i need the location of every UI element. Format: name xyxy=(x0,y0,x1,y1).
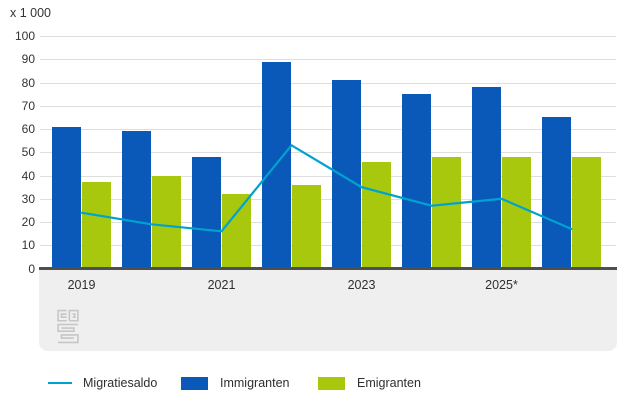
bar-emigranten xyxy=(572,156,601,269)
legend-item-migratiesaldo: Migratiesaldo xyxy=(48,374,157,392)
x-axis-line xyxy=(39,266,617,270)
x-tick-label: 2023 xyxy=(347,278,376,292)
bar-emigranten xyxy=(82,182,111,269)
legend-swatch-migratiesaldo xyxy=(48,381,72,385)
y-tick-label: 60 xyxy=(21,122,35,136)
y-tick-label: 0 xyxy=(28,261,35,276)
gridline xyxy=(40,245,616,247)
y-tick-label: 80 xyxy=(21,75,35,90)
y-tick-label: 50 xyxy=(21,145,35,160)
gridline xyxy=(40,105,616,107)
legend-label: Immigranten xyxy=(220,376,290,390)
bar-immigranten xyxy=(332,80,361,269)
bar-emigranten xyxy=(362,161,391,269)
x-tick-label: 2025* xyxy=(485,278,518,292)
legend-item-emigranten: Emigranten xyxy=(318,374,421,392)
bar-immigranten xyxy=(192,156,221,269)
bar-immigranten xyxy=(122,131,151,269)
bar-emigranten xyxy=(432,156,461,269)
y-tick-label: 70 xyxy=(21,98,35,113)
y-tick-label: 100 xyxy=(14,29,35,43)
legend-swatch-immigranten xyxy=(181,376,208,390)
bar-emigranten xyxy=(292,184,321,269)
cbs-logo xyxy=(57,309,79,344)
gridline xyxy=(40,59,616,61)
legend: Migratiesaldo Immigranten Emigranten xyxy=(0,374,626,392)
bar-immigranten xyxy=(472,87,501,269)
legend-label: Emigranten xyxy=(357,376,421,390)
bar-emigranten xyxy=(222,194,251,269)
bar-emigranten xyxy=(502,156,531,269)
gridline xyxy=(40,82,616,84)
bar-emigranten xyxy=(152,175,181,269)
bar-immigranten xyxy=(402,94,431,269)
y-tick-label: 10 xyxy=(21,238,35,253)
x-tick-label: 2021 xyxy=(207,278,236,292)
y-tick-label: 30 xyxy=(21,191,35,206)
x-tick-label: 2019 xyxy=(67,278,96,292)
bar-immigranten xyxy=(542,117,571,269)
bar-immigranten xyxy=(52,126,81,269)
legend-label: Migratiesaldo xyxy=(83,376,158,390)
bar-immigranten xyxy=(262,61,291,269)
y-tick-label: 20 xyxy=(21,215,35,229)
x-axis-band xyxy=(39,269,617,351)
gridline xyxy=(40,36,616,37)
legend-swatch-emigranten xyxy=(318,376,345,390)
y-tick-label: 40 xyxy=(21,168,35,183)
y-axis-unit-label: x 1 000 xyxy=(10,6,52,20)
gridline xyxy=(40,129,616,130)
legend-item-immigranten: Immigranten xyxy=(181,374,289,392)
y-tick-label: 90 xyxy=(21,52,35,67)
